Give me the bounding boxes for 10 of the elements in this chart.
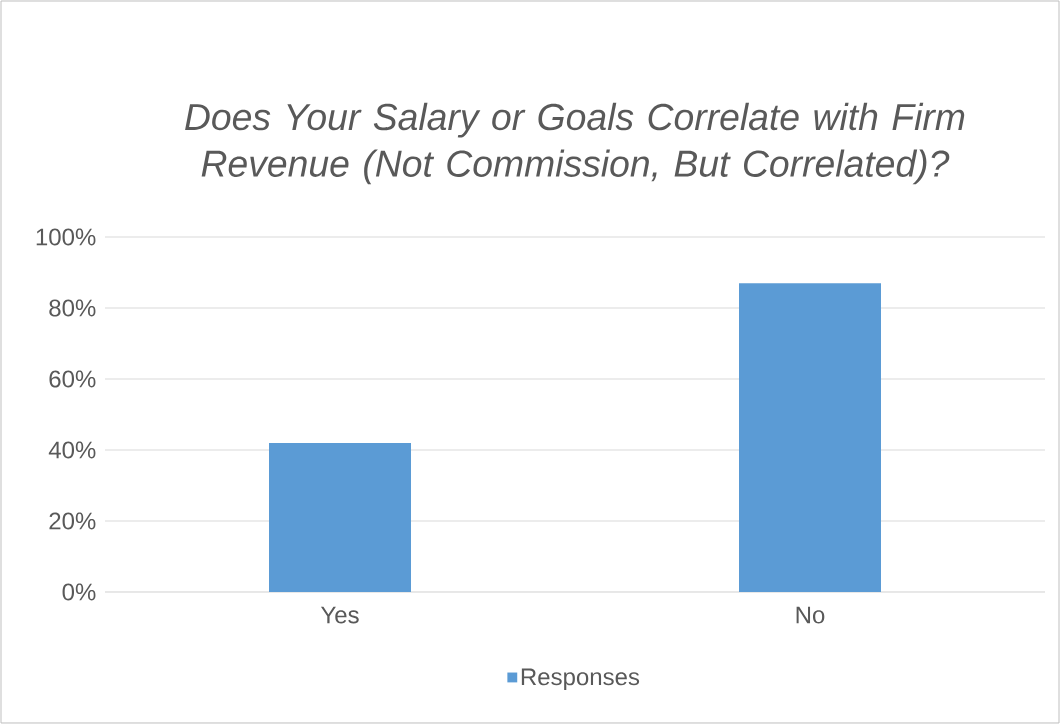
y-tick-label: 40% bbox=[48, 441, 96, 459]
x-tick-label: Yes bbox=[320, 606, 359, 624]
legend-label: Responses bbox=[521, 668, 640, 691]
chart-title: Does Your Salary or Goals Correlate with Firm Revenue (Not Commission, But Correlated)? bbox=[185, 102, 965, 185]
y-tick-label: 60% bbox=[49, 370, 96, 388]
x-tick-label: No bbox=[796, 606, 825, 624]
y-tick-label: 20% bbox=[49, 512, 96, 530]
y-tick-label: 80% bbox=[49, 299, 96, 317]
y-tick-label: 0% bbox=[62, 583, 96, 601]
y-tick-label: 100% bbox=[36, 228, 96, 246]
